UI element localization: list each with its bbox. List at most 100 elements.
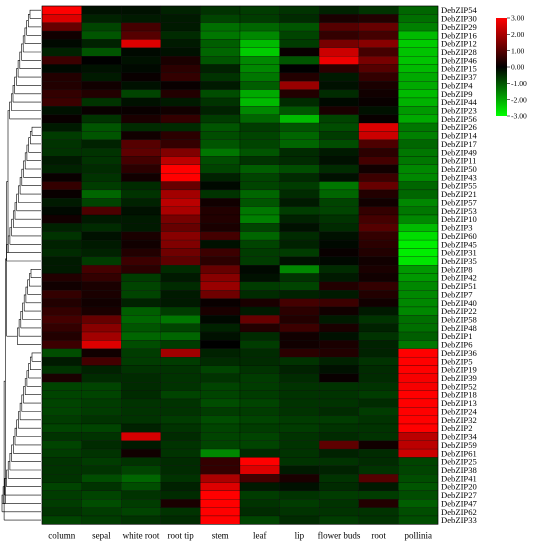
heatmap-cell xyxy=(358,256,399,266)
heatmap-cell xyxy=(239,56,280,65)
heatmap-cell xyxy=(81,206,122,216)
heatmap-cell xyxy=(41,331,82,341)
heatmap-cell xyxy=(200,365,241,374)
heatmap-cell xyxy=(160,256,201,266)
heatmap-cell xyxy=(41,30,82,40)
heatmap-cell xyxy=(398,206,439,216)
heatmap-cell xyxy=(81,390,122,400)
row-label: DebZIP38 xyxy=(441,465,477,475)
heatmap-cell xyxy=(239,122,280,132)
row-label: DebZIP58 xyxy=(441,315,477,325)
heatmap-cell xyxy=(358,348,399,358)
heatmap-cell xyxy=(239,482,280,492)
heatmap-cell xyxy=(121,30,161,40)
heatmap-cell xyxy=(358,56,399,65)
heatmap-cell xyxy=(279,5,320,15)
heatmap-cell xyxy=(239,106,280,115)
heatmap-cell xyxy=(81,356,122,366)
heatmap-cell xyxy=(121,423,161,433)
heatmap-cell xyxy=(121,22,161,32)
heatmap-cell xyxy=(121,39,161,48)
heatmap-cell xyxy=(160,239,201,249)
heatmap-cell xyxy=(200,189,241,199)
heatmap-cell xyxy=(121,131,161,140)
heatmap-cell xyxy=(279,315,320,324)
row-label: DebZIP25 xyxy=(441,457,477,467)
heatmap-cell xyxy=(358,72,399,82)
heatmap-cell xyxy=(398,156,439,165)
heatmap-cell xyxy=(358,356,399,366)
heatmap-cell xyxy=(41,306,82,316)
heatmap-cell xyxy=(160,306,201,316)
heatmap-cell xyxy=(41,340,82,349)
heatmap-cell xyxy=(41,365,82,374)
heatmap-cell xyxy=(200,298,241,308)
heatmap-cell xyxy=(200,432,241,441)
row-label: DebZIP22 xyxy=(441,306,477,316)
heatmap-cell xyxy=(239,139,280,149)
heatmap-cell xyxy=(200,214,241,224)
column-label: column xyxy=(48,530,75,540)
row-label: DebZIP6 xyxy=(441,340,473,350)
heatmap-cell xyxy=(121,72,161,82)
heatmap-cell xyxy=(358,499,399,508)
row-label: DebZIP14 xyxy=(441,131,478,141)
heatmap-cell xyxy=(121,515,161,525)
heatmap-cell xyxy=(200,423,241,433)
heatmap-cell xyxy=(41,482,82,492)
heatmap-cell xyxy=(279,173,320,182)
heatmap-cell xyxy=(358,448,399,458)
heatmap-cell xyxy=(121,56,161,65)
heatmap-cell xyxy=(279,223,320,232)
heatmap-cell xyxy=(81,173,122,182)
heatmap-cell xyxy=(160,164,201,174)
heatmap-cell xyxy=(121,47,161,57)
heatmap-cell xyxy=(200,97,241,107)
heatmap-cell xyxy=(121,448,161,458)
heatmap-cell xyxy=(121,482,161,492)
heatmap-cell xyxy=(81,64,122,74)
heatmap-cell xyxy=(121,365,161,374)
row-label: DebZIP44 xyxy=(441,97,478,107)
heatmap-cell xyxy=(398,281,439,291)
heatmap-cell xyxy=(81,214,122,224)
heatmap-cell xyxy=(160,482,201,492)
heatmap-cell xyxy=(121,507,161,517)
heatmap-cell xyxy=(160,407,201,416)
heatmap-cell xyxy=(41,231,82,241)
heatmap-cell xyxy=(81,39,122,48)
heatmap-cell xyxy=(279,114,320,124)
row-label: DebZIP20 xyxy=(441,482,477,492)
heatmap-cell xyxy=(160,423,201,433)
heatmap-cell xyxy=(358,114,399,124)
heatmap-cell xyxy=(239,223,280,232)
heatmap-cell xyxy=(398,298,439,308)
heatmap-cell xyxy=(398,122,439,132)
heatmap-cell xyxy=(160,365,201,374)
heatmap-cell xyxy=(319,457,359,466)
heatmap-cell xyxy=(81,198,122,207)
heatmap-cell xyxy=(200,490,241,500)
heatmap-cell xyxy=(81,448,122,458)
heatmap-cell xyxy=(319,72,359,82)
heatmap-cell xyxy=(398,147,439,157)
heatmap-cell xyxy=(200,131,241,140)
heatmap-cell xyxy=(200,81,241,90)
heatmap-cell xyxy=(200,331,241,341)
heatmap-cell xyxy=(160,457,201,466)
heatmap-cell xyxy=(239,448,280,458)
heatmap-cell xyxy=(279,39,320,48)
heatmap-cell xyxy=(41,89,82,99)
row-label: DebZIP45 xyxy=(441,239,477,249)
heatmap-cell xyxy=(319,164,359,174)
heatmap-cell xyxy=(41,131,82,140)
heatmap-cell xyxy=(200,181,241,191)
heatmap-cell xyxy=(398,432,439,441)
heatmap-cell xyxy=(121,499,161,508)
heatmap-cell xyxy=(41,5,82,15)
heatmap-cell xyxy=(398,72,439,82)
heatmap-cell xyxy=(279,47,320,57)
heatmap-cell xyxy=(160,30,201,40)
heatmap-cell xyxy=(319,407,359,416)
heatmap-cell xyxy=(239,432,280,441)
